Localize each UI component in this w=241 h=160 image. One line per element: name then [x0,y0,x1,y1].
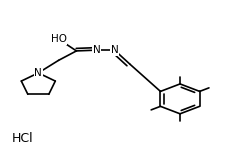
Text: N: N [93,45,100,55]
Text: HO: HO [51,34,67,44]
Text: HCl: HCl [12,132,34,145]
Text: N: N [111,45,118,55]
Text: N: N [34,68,42,78]
